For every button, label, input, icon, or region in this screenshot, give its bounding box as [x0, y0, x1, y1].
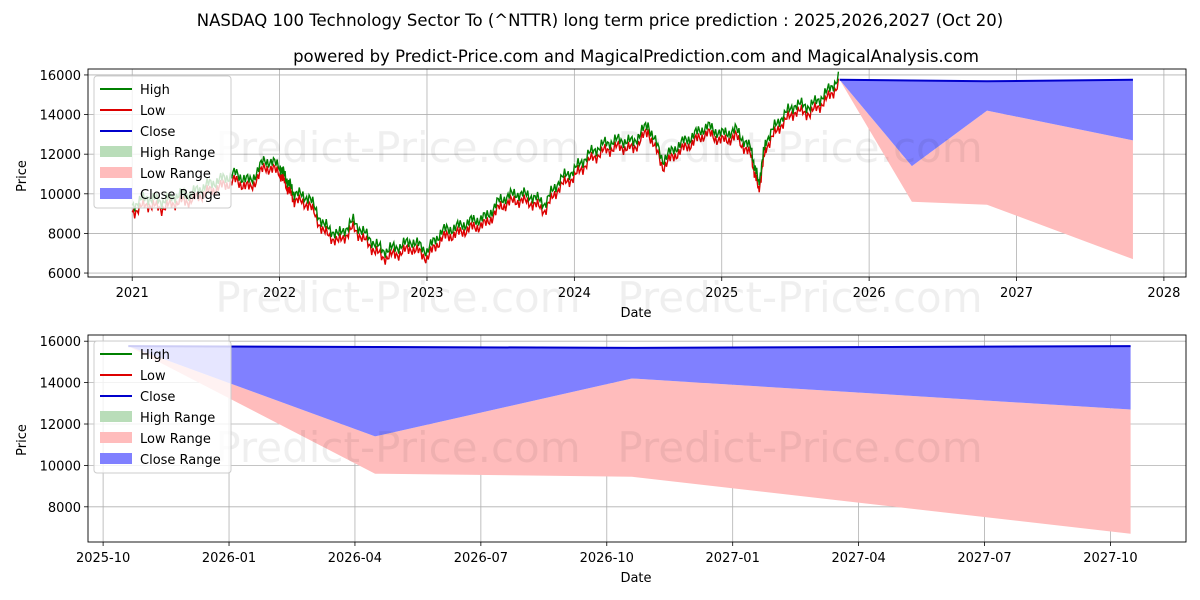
top-x-tick-label: 2027	[1000, 286, 1033, 301]
bottom-x-tick-label: 2025-10	[76, 551, 130, 566]
bottom-low-range-area	[128, 346, 1131, 534]
bottom-x-tick-label: 2027-04	[831, 551, 885, 566]
bottom-legend: High Low Close High Range Low Range Clos…	[93, 340, 232, 474]
top-low-range-area	[839, 79, 1133, 260]
legend-high-label: High	[140, 83, 170, 98]
top-close-forecast-line	[839, 78, 1133, 83]
bottom-x-tick-label: 2027-10	[1083, 551, 1137, 566]
top-x-tick-label: 2028	[1147, 286, 1180, 301]
legend-low-label: Low	[140, 104, 166, 119]
top-xlabel: Date	[620, 306, 651, 321]
bottom-ylabel: Price	[15, 424, 30, 456]
bottom-y-tick-label: 16000	[40, 335, 81, 350]
bottom-plot-frame	[87, 334, 1187, 543]
legend-low-range-label: Low Range	[140, 167, 211, 182]
chart-subtitle: powered by Predict-Price.com and Magical…	[293, 47, 979, 66]
legend-close-range-swatch	[100, 188, 132, 199]
top-x-tick-label: 2026	[853, 286, 886, 301]
legend-close-range-swatch	[100, 453, 132, 464]
bottom-y-tick-label: 8000	[48, 501, 81, 516]
top-series-lines	[131, 71, 1133, 265]
legend-low-range-swatch	[100, 432, 132, 443]
bottom-close-forecast-line	[128, 345, 1131, 349]
top-y-tick-label: 12000	[40, 148, 81, 163]
watermark-4: Predict-Price.com	[617, 273, 982, 322]
low-history-line	[131, 78, 840, 265]
high-history-line	[131, 71, 840, 258]
top-y-tick-label: 16000	[40, 69, 81, 84]
top-y-tick-label: 8000	[48, 227, 81, 242]
bottom-x-tick-label: 2027-07	[957, 551, 1011, 566]
legend-high-range-label: High Range	[140, 411, 215, 426]
bottom-xlabel: Date	[620, 571, 651, 586]
legend-high-range-swatch	[100, 411, 132, 422]
bottom-y-tick-label: 12000	[40, 418, 81, 433]
legend-high-range-swatch	[100, 146, 132, 157]
bottom-axis-ticks: 2025-10 2026-01 2026-04 2026-07 2026-10 2027-…	[40, 335, 1138, 566]
top-legend: High Low Close High Range Low Range Clos…	[93, 75, 232, 209]
top-y-tick-label: 6000	[48, 267, 81, 282]
bottom-y-tick-label: 10000	[40, 459, 81, 474]
top-close-range-area	[839, 79, 1133, 167]
chart-title: NASDAQ 100 Technology Sector To (^NTTR) …	[197, 11, 1003, 30]
legend-close-label: Close	[140, 125, 175, 140]
watermark-3: Predict-Price.com	[215, 273, 580, 322]
legend-close-label: Close	[140, 390, 175, 405]
bottom-panel: Predict-Price.com Predict-Price.com 2025…	[15, 334, 1187, 586]
watermark-6: Predict-Price.com	[617, 423, 982, 472]
top-y-tick-label: 14000	[40, 109, 81, 124]
top-forecast-areas	[839, 79, 1133, 260]
watermark-1: Predict-Price.com	[215, 123, 580, 172]
legend-high-range-label: High Range	[140, 146, 215, 161]
watermark-2: Predict-Price.com	[617, 123, 982, 172]
bottom-series-lines	[128, 345, 1131, 349]
legend-close-range-label: Close Range	[140, 188, 221, 203]
bottom-x-tick-label: 2027-01	[706, 551, 760, 566]
top-x-tick-label: 2023	[410, 286, 443, 301]
top-x-tick-label: 2021	[116, 286, 149, 301]
watermark-5: Predict-Price.com	[215, 423, 580, 472]
top-x-tick-label: 2024	[558, 286, 591, 301]
top-axis-ticks: 2021 2022 2023 2024 2025 2026 2027 2028 6000 8000…	[40, 69, 1181, 301]
bottom-x-tick-label: 2026-01	[202, 551, 256, 566]
top-plot-frame	[87, 68, 1187, 278]
top-panel: Predict-Price.com Predict-Price.com Pred…	[15, 68, 1187, 322]
legend-low-range-swatch	[100, 167, 132, 178]
top-x-tick-label: 2022	[263, 286, 296, 301]
top-x-tick-label: 2025	[705, 286, 738, 301]
bottom-x-tick-label: 2026-07	[454, 551, 508, 566]
bottom-forecast-areas	[128, 346, 1131, 534]
legend-close-range-label: Close Range	[140, 453, 221, 468]
bottom-x-tick-label: 2026-10	[580, 551, 634, 566]
top-y-tick-label: 10000	[40, 188, 81, 203]
bottom-y-tick-label: 14000	[40, 377, 81, 392]
bottom-x-tick-label: 2026-04	[328, 551, 382, 566]
legend-low-range-label: Low Range	[140, 432, 211, 447]
legend-high-label: High	[140, 348, 170, 363]
top-ylabel: Price	[15, 160, 30, 192]
bottom-close-range-area	[128, 346, 1131, 437]
legend-low-label: Low	[140, 369, 166, 384]
